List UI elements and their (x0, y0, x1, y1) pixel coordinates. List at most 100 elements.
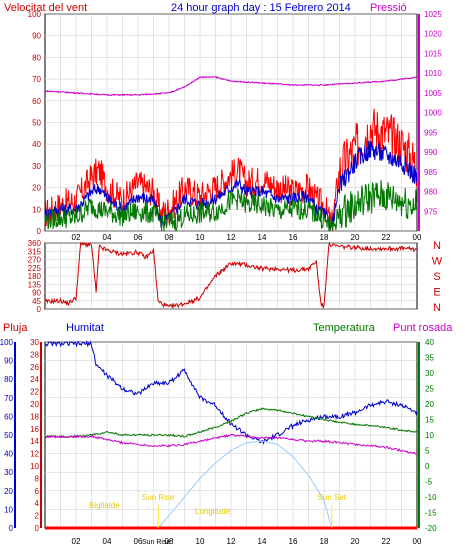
humidity-axis-bar (14, 342, 16, 528)
temperature-tick-label: 40 (425, 338, 434, 347)
rain-tick-label: 14 (30, 437, 39, 446)
left-tick-label: 40 (32, 140, 41, 149)
compass-label: S (433, 271, 440, 283)
humidity-tick-label: 0 (9, 524, 14, 533)
series-dewpoint (44, 433, 418, 455)
humidity-tick-label: 20 (4, 487, 13, 496)
temperature-tick-label: 15 (425, 416, 434, 425)
annotation-label: Sun Set (318, 493, 347, 502)
compass-label: E (433, 287, 440, 299)
right-tick-label: 1010 (424, 69, 442, 78)
x-tick-label: 06 (134, 233, 143, 242)
temperature-tick-label: -10 (425, 493, 437, 502)
direction-tick-label: 0 (37, 305, 42, 314)
temperature-tick-label: 25 (425, 385, 434, 394)
rain-tick-label: 16 (30, 425, 39, 434)
chart-title: 24 hour graph day : 15 Febrero 2014 (171, 2, 351, 14)
humidity-tick-label: 30 (4, 468, 13, 477)
right-tick-label: 980 (424, 188, 438, 197)
x-tick-label: 22 (382, 233, 391, 242)
humidity-tick-label: 70 (4, 394, 13, 403)
longitude-label: Longitude (195, 507, 231, 516)
left-tick-label: 0 (37, 227, 42, 236)
series-solar (157, 440, 333, 529)
rain-label: Pluja (3, 322, 28, 334)
temperature-axis-ticks: -20 -15 -10 -5 0 5 10 15 20 25 30 35 40 (425, 338, 437, 533)
humidity-tick-label: 80 (4, 375, 13, 384)
direction-tick-label: 225 (28, 264, 42, 273)
direction-tick-label: 180 (28, 272, 42, 281)
humidity-tick-label: 40 (4, 450, 13, 459)
temperature-tick-label: 30 (425, 369, 434, 378)
x-tick-label: 18 (320, 233, 329, 242)
rain-tick-label: 30 (30, 338, 39, 347)
rain-tick-label: 18 (30, 412, 39, 421)
x-tick-label: 18 (320, 537, 329, 546)
compass-label: N (433, 240, 441, 252)
direction-tick-label: 360 (28, 239, 42, 248)
right-axis-label: Pressió (370, 2, 407, 14)
rain-tick-label: 28 (30, 350, 39, 359)
left-tick-label: 80 (32, 53, 41, 62)
direction-tick-label: 45 (32, 297, 41, 306)
rain-tick-label: 2 (35, 512, 40, 521)
panel-wind-pressure-series (44, 75, 418, 232)
rain-tick-label: 12 (30, 450, 39, 459)
temperature-tick-label: -15 (425, 509, 437, 518)
temperature-tick-label: 0 (425, 462, 430, 471)
rain-tick-label: 4 (35, 499, 40, 508)
compass-label: W (432, 256, 443, 268)
temperature-tick-label: 5 (425, 447, 430, 456)
x-tick-label: 10 (196, 233, 205, 242)
humidity-tick-label: 50 (4, 431, 13, 440)
rain-axis-bar (40, 342, 42, 528)
direction-tick-label: 270 (28, 256, 42, 265)
left-tick-label: 10 (32, 205, 41, 214)
direction-tick-label: 135 (28, 280, 42, 289)
humidity-tick-label: 100 (0, 338, 14, 347)
x-tick-label: 08 (165, 233, 174, 242)
right-tick-label: 1000 (424, 109, 442, 118)
right-tick-label: 1015 (424, 49, 442, 58)
rain-tick-label: 24 (30, 375, 39, 384)
panel-wind-pressure-x-ticks: 02 04 06 08 10 12 14 16 18 20 22 00 (72, 233, 422, 242)
x-tick-label: 08 (165, 537, 174, 546)
panel-3-series (44, 339, 418, 530)
series-temperature (44, 407, 418, 439)
direction-tick-label: 315 (28, 247, 42, 256)
rain-tick-label: 10 (30, 462, 39, 471)
temperature-label: Temperatura (313, 322, 376, 334)
x-tick-label: 04 (103, 233, 112, 242)
panel-wind-pressure-right-ticks: 975 980 985 990 995 1000 1005 1010 1015 1020 1025 (424, 10, 442, 216)
panel-3-x-ticks: 02 04 06 08 10 12 14 16 18 20 22 00 (72, 537, 422, 546)
temperature-tick-label: 10 (425, 431, 434, 440)
temperature-tick-label: -20 (425, 524, 437, 533)
sunrise-bottom-label: Sun Rise (142, 539, 171, 546)
panel-rain-humidity-temperature: Sun Rise Sun Set Sun Rise 0 10 20 30 40 5 06 0 70 8… (0, 322, 453, 546)
right-tick-label: 1020 (424, 30, 442, 39)
pressure-axis-bar (418, 14, 420, 231)
x-tick-label: 16 (289, 537, 298, 546)
right-tick-label: 995 (424, 128, 438, 137)
x-tick-label: 02 (72, 537, 81, 546)
left-tick-label: 70 (32, 75, 41, 84)
annotation-label: Sun Rise (142, 493, 175, 502)
left-tick-label: 50 (32, 119, 41, 128)
rain-tick-label: 22 (30, 388, 39, 397)
temperature-tick-label: -5 (425, 478, 433, 487)
panel-3-annotations: Sun Rise Sun Set Sun Rise (142, 493, 347, 546)
x-tick-label: 14 (258, 233, 267, 242)
x-tick-label: 02 (72, 233, 81, 242)
x-tick-label: 04 (103, 537, 112, 546)
x-tick-label: 06 (134, 537, 143, 546)
panel-wind-direction-series (44, 241, 418, 310)
x-tick-label: 00 (413, 537, 422, 546)
series-humidity (44, 339, 418, 446)
rain-tick-label: 20 (30, 400, 39, 409)
series-pressure (45, 75, 418, 97)
right-tick-label: 1025 (424, 10, 442, 19)
panel-wind-direction-grid (45, 242, 417, 310)
